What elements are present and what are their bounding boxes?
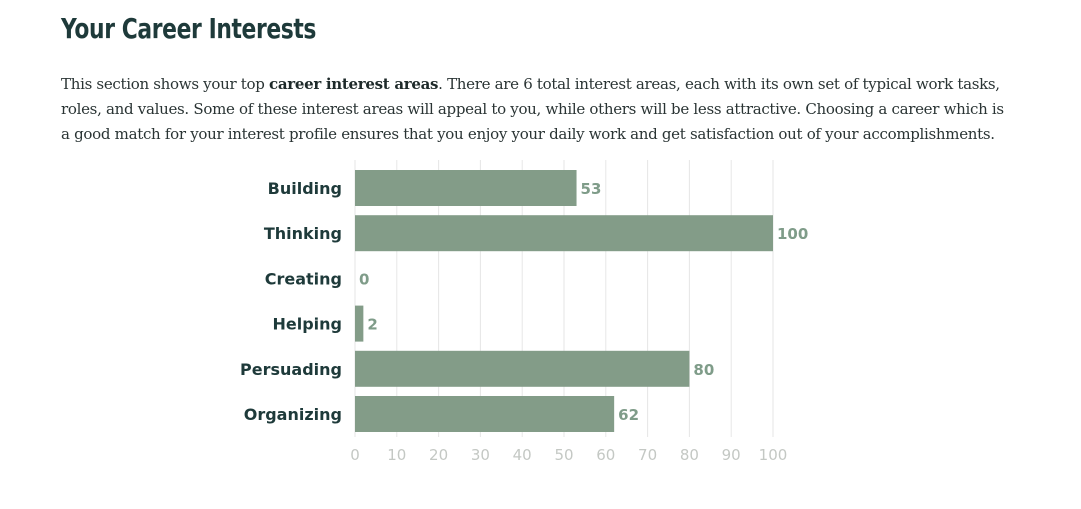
value-label: 62 <box>618 406 639 424</box>
category-label: Thinking <box>264 224 342 243</box>
x-tick-label: 90 <box>722 446 741 464</box>
value-label: 53 <box>581 180 602 198</box>
value-label: 100 <box>777 225 808 243</box>
intro-text-start: This section shows your top <box>61 75 270 93</box>
intro-text-bold: career interest areas <box>269 75 439 93</box>
x-tick-label: 60 <box>596 446 615 464</box>
category-label: Organizing <box>244 405 342 424</box>
x-tick-label: 0 <box>350 446 360 464</box>
bar-organizing <box>355 396 615 432</box>
intro-text-end: . There are 6 total interest areas, each… <box>61 75 1004 143</box>
bar-thinking <box>355 215 773 252</box>
category-label: Persuading <box>240 360 342 379</box>
x-tick-label: 70 <box>638 446 657 464</box>
x-tick-label: 10 <box>387 446 406 464</box>
page-title: Your Career Interests <box>61 12 317 45</box>
x-tick-label: 50 <box>554 446 573 464</box>
category-label: Creating <box>265 269 342 288</box>
category-label: Helping <box>272 315 342 334</box>
x-tick-label: 20 <box>429 446 448 464</box>
chart-gridlines <box>354 160 774 437</box>
bar-building <box>355 170 577 206</box>
value-label: 80 <box>693 361 714 379</box>
value-label: 2 <box>367 316 377 334</box>
chart-bars <box>355 170 773 432</box>
x-tick-label: 80 <box>680 446 699 464</box>
value-label: 0 <box>359 270 369 288</box>
x-tick-label: 30 <box>471 446 490 464</box>
x-tick-label: 40 <box>513 446 532 464</box>
x-tick-label: 100 <box>759 446 788 464</box>
bar-persuading <box>355 350 690 387</box>
bar-helping <box>355 305 364 342</box>
category-label: Building <box>268 179 342 198</box>
intro-paragraph: This section shows your top career inter… <box>61 72 1011 147</box>
